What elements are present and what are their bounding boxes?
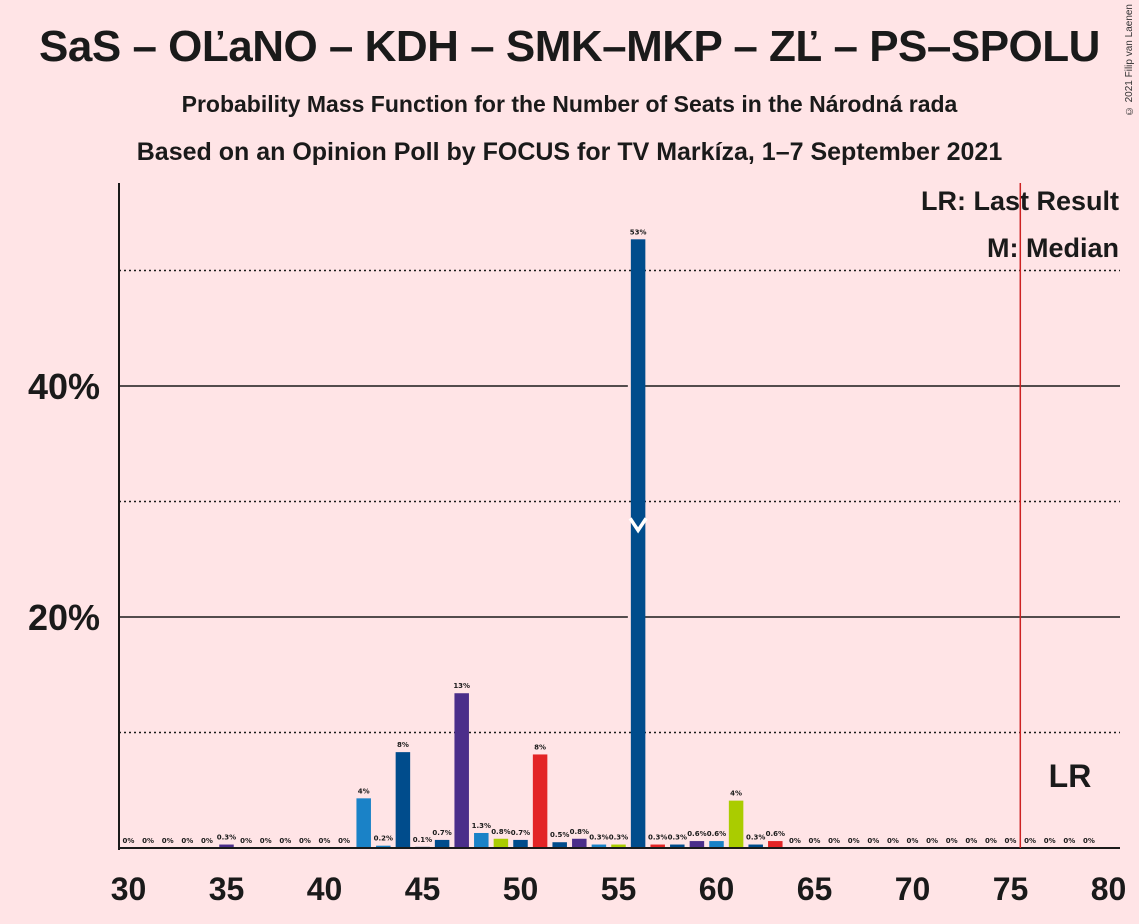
bar-label-seats-79: 0% [1063, 837, 1075, 845]
x-tick-label: 45 [405, 871, 441, 907]
bar-label-seats-65: 0% [789, 837, 801, 845]
bar-label-seats-54: 0.8% [570, 828, 589, 836]
bar-label-seats-53: 0.5% [550, 831, 569, 839]
bar-label-seats-73: 0% [946, 837, 958, 845]
bar-label-seats-44: 0.2% [374, 835, 393, 843]
bar-label-seats-39: 0% [279, 837, 291, 845]
bar-label-seats-78: 0% [1044, 837, 1056, 845]
bar-seats-62 [728, 800, 744, 848]
bar-label-seats-35: 0% [201, 837, 213, 845]
bar-seats-47 [434, 839, 450, 848]
bar-label-seats-55: 0.3% [589, 834, 608, 842]
bar-label-seats-56: 0.3% [609, 834, 628, 842]
x-tick-label: 80 [1091, 871, 1127, 907]
bar-label-seats-37: 0% [240, 837, 252, 845]
bar-seats-57 [630, 239, 646, 848]
bar-label-seats-64: 0.6% [766, 830, 785, 838]
bar-seats-55 [591, 844, 607, 848]
bar-label-seats-80: 0% [1083, 837, 1095, 845]
bar-label-seats-66: 0% [809, 837, 821, 845]
median-marker [628, 517, 648, 534]
y-tick-label: 40% [28, 366, 100, 407]
bar-seats-61 [709, 841, 724, 848]
bars [219, 239, 783, 848]
bar-label-seats-45: 8% [397, 741, 409, 749]
bar-label-seats-58: 0.3% [648, 834, 667, 842]
bar-label-seats-68: 0% [848, 837, 860, 845]
bar-label-seats-69: 0% [867, 837, 879, 845]
bar-label-seats-42: 0% [338, 837, 350, 845]
bar-seats-60 [689, 841, 705, 848]
bar-label-seats-51: 0.7% [511, 829, 530, 837]
bar-label-seats-40: 0% [299, 837, 311, 845]
x-tick-label: 65 [797, 871, 833, 907]
bar-seats-36 [219, 844, 234, 848]
bar-label-seats-59: 0.3% [668, 834, 687, 842]
bar-seats-44 [376, 845, 391, 848]
bar-label-seats-70: 0% [887, 837, 899, 845]
bar-seats-58 [650, 844, 665, 848]
bar-label-seats-46: 0.1% [413, 836, 432, 844]
bar-label-seats-76: 0% [1005, 837, 1017, 845]
axes: 20% 40% 30 35 40 45 50 55 60 65 70 75 80 [28, 183, 1126, 907]
bar-seats-52 [532, 754, 548, 848]
legend-median: M: Median [987, 233, 1119, 263]
bar-label-seats-32: 0% [142, 837, 154, 845]
x-tick-label: 75 [993, 871, 1029, 907]
bar-label-seats-31: 0% [123, 837, 135, 845]
x-tick-label: 70 [895, 871, 931, 907]
bar-label-seats-33: 0% [162, 837, 174, 845]
bar-labels: 0% 0% 0% 0% 0% 0.3% 0% 0% 0% 0% 0% 0%4%0.2%8%0.1%0.… [123, 228, 1095, 845]
x-tick-label: 35 [209, 871, 245, 907]
last-result-marker: LR [1049, 758, 1092, 794]
bar-label-seats-57: 53% [630, 228, 647, 236]
bar-label-seats-50: 0.8% [491, 828, 510, 836]
x-tick-label: 55 [601, 871, 637, 907]
bar-seats-63 [748, 844, 763, 848]
bar-seats-45 [395, 752, 411, 848]
markers: LR [628, 183, 1092, 848]
bar-label-seats-60: 0.6% [687, 830, 706, 838]
x-tick-label: 40 [307, 871, 343, 907]
chart-source-subtitle: Based on an Opinion Poll by FOCUS for TV… [136, 138, 1003, 166]
bar-label-seats-34: 0% [181, 837, 193, 845]
bar-seats-49 [474, 832, 489, 848]
bar-seats-56 [611, 844, 626, 848]
bar-label-seats-49: 1.3% [472, 822, 491, 830]
gridlines [119, 269, 1120, 734]
bar-seats-59 [670, 844, 685, 848]
x-tick-label: 50 [503, 871, 539, 907]
bar-label-seats-75: 0% [985, 837, 997, 845]
bar-seats-53 [552, 842, 567, 848]
bar-label-seats-74: 0% [965, 837, 977, 845]
chart-title: SaS – OĽaNO – KDH – SMK–MKP – ZĽ – PS–SP… [39, 22, 1100, 71]
bar-label-seats-52: 8% [534, 743, 546, 751]
bar-label-seats-38: 0% [260, 837, 272, 845]
x-tick-label: 30 [111, 871, 147, 907]
x-tick-label: 60 [699, 871, 735, 907]
bar-label-seats-63: 0.3% [746, 834, 765, 842]
bar-seats-64 [768, 841, 783, 848]
chart-subtitle: Probability Mass Function for the Number… [181, 91, 958, 117]
bar-seats-51 [513, 839, 528, 848]
bar-label-seats-43: 4% [358, 787, 370, 795]
bar-label-seats-67: 0% [828, 837, 840, 845]
bar-label-seats-77: 0% [1024, 837, 1036, 845]
bar-label-seats-62: 4% [730, 790, 742, 798]
bar-label-seats-71: 0% [907, 837, 919, 845]
bar-seats-54 [572, 838, 587, 848]
bar-seats-50 [493, 838, 509, 848]
bar-label-seats-48: 13% [453, 682, 470, 690]
bar-label-seats-72: 0% [926, 837, 938, 845]
bar-label-seats-36: 0.3% [217, 834, 236, 842]
y-tick-label: 20% [28, 597, 100, 638]
bar-seats-48 [454, 693, 469, 848]
bar-seats-43 [356, 798, 371, 848]
bar-label-seats-61: 0.6% [707, 830, 726, 838]
bar-label-seats-47: 0.7% [432, 829, 451, 837]
bar-label-seats-41: 0% [319, 837, 331, 845]
